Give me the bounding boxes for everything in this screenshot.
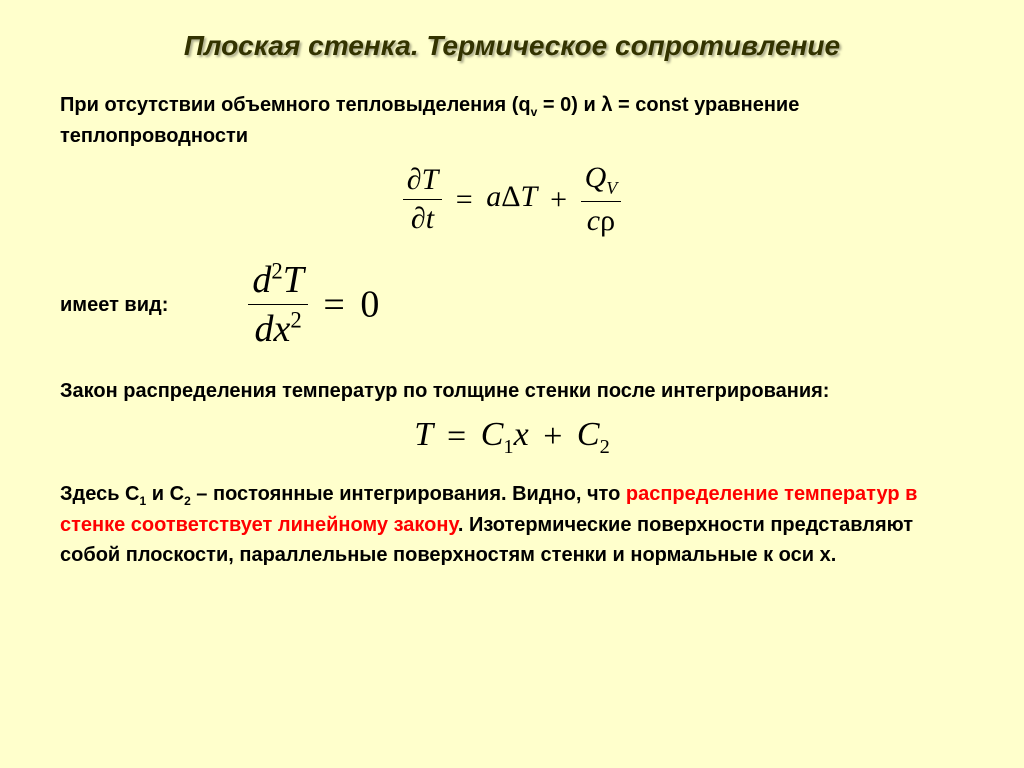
eq2-T: T (283, 259, 304, 301)
eq1-t-bot: t (426, 202, 434, 235)
paragraph-4: Здесь C1 и C2 – постоянные интегрировани… (60, 479, 964, 570)
paragraph-2: имеет вид: (60, 290, 168, 320)
p4-text-b: и C (146, 483, 184, 505)
eq2-sup-top: 2 (271, 258, 282, 283)
eq1-equals: = (450, 183, 479, 217)
eq2-d-top: d (252, 259, 271, 301)
paragraph-3: Закон распределения температур по толщин… (60, 376, 964, 406)
eq1-partial-bot: ∂ (411, 202, 426, 235)
eq3-C2: C (577, 416, 600, 453)
eq2-x: x (274, 308, 291, 350)
equation-2: d2T dx2 = 0 (248, 258, 379, 351)
eq1-rho: ρ (600, 204, 615, 237)
eq3-T: T (414, 416, 432, 453)
eq3-sub2: 2 (600, 436, 610, 458)
eq3-plus: + (537, 418, 568, 456)
eq1-Q-sub: V (606, 178, 617, 198)
eq1-Q: Q (585, 161, 607, 194)
equation-3: T = C1x + C2 (60, 416, 964, 459)
eq2-equals: = (317, 283, 350, 327)
paragraph-1: При отсутствии объемного тепловыделения … (60, 90, 964, 151)
p1-text-a: При отсутствии объемного тепловыделения … (60, 94, 531, 116)
eq3-sub1: 1 (503, 436, 513, 458)
eq1-lhs-fraction: ∂T ∂t (403, 163, 443, 236)
eq2-sup-bot: 2 (290, 307, 301, 332)
eq3-C1: C (481, 416, 504, 453)
eq1-partial-top: ∂ (407, 163, 422, 196)
eq1-plus: + (544, 183, 573, 217)
slide: Плоская стенка. Термическое сопротивлени… (0, 0, 1024, 600)
eq1-delta: Δ (501, 180, 520, 213)
eq1-T: T (520, 180, 536, 213)
equation-2-row: имеет вид: d2T dx2 = 0 (60, 258, 964, 351)
eq1-a: a (486, 180, 501, 213)
eq3-x: x (514, 416, 529, 453)
eq2-d-bot: d (255, 308, 274, 350)
eq1-T-top: T (422, 163, 439, 196)
eq2-fraction: d2T dx2 (248, 258, 308, 351)
eq1-c: c (587, 204, 600, 237)
eq3-equals: = (441, 418, 472, 456)
equation-1: ∂T ∂t = aΔT + QV cρ (60, 161, 964, 238)
eq2-zero: 0 (360, 284, 379, 326)
p4-text-c: – постоянные интегрирования. Видно, что (191, 483, 626, 505)
slide-title: Плоская стенка. Термическое сопротивлени… (60, 30, 964, 62)
eq1-rhs-fraction: QV cρ (581, 161, 622, 238)
p4-sub2: 2 (184, 494, 191, 508)
p4-text-a: Здесь C (60, 483, 140, 505)
